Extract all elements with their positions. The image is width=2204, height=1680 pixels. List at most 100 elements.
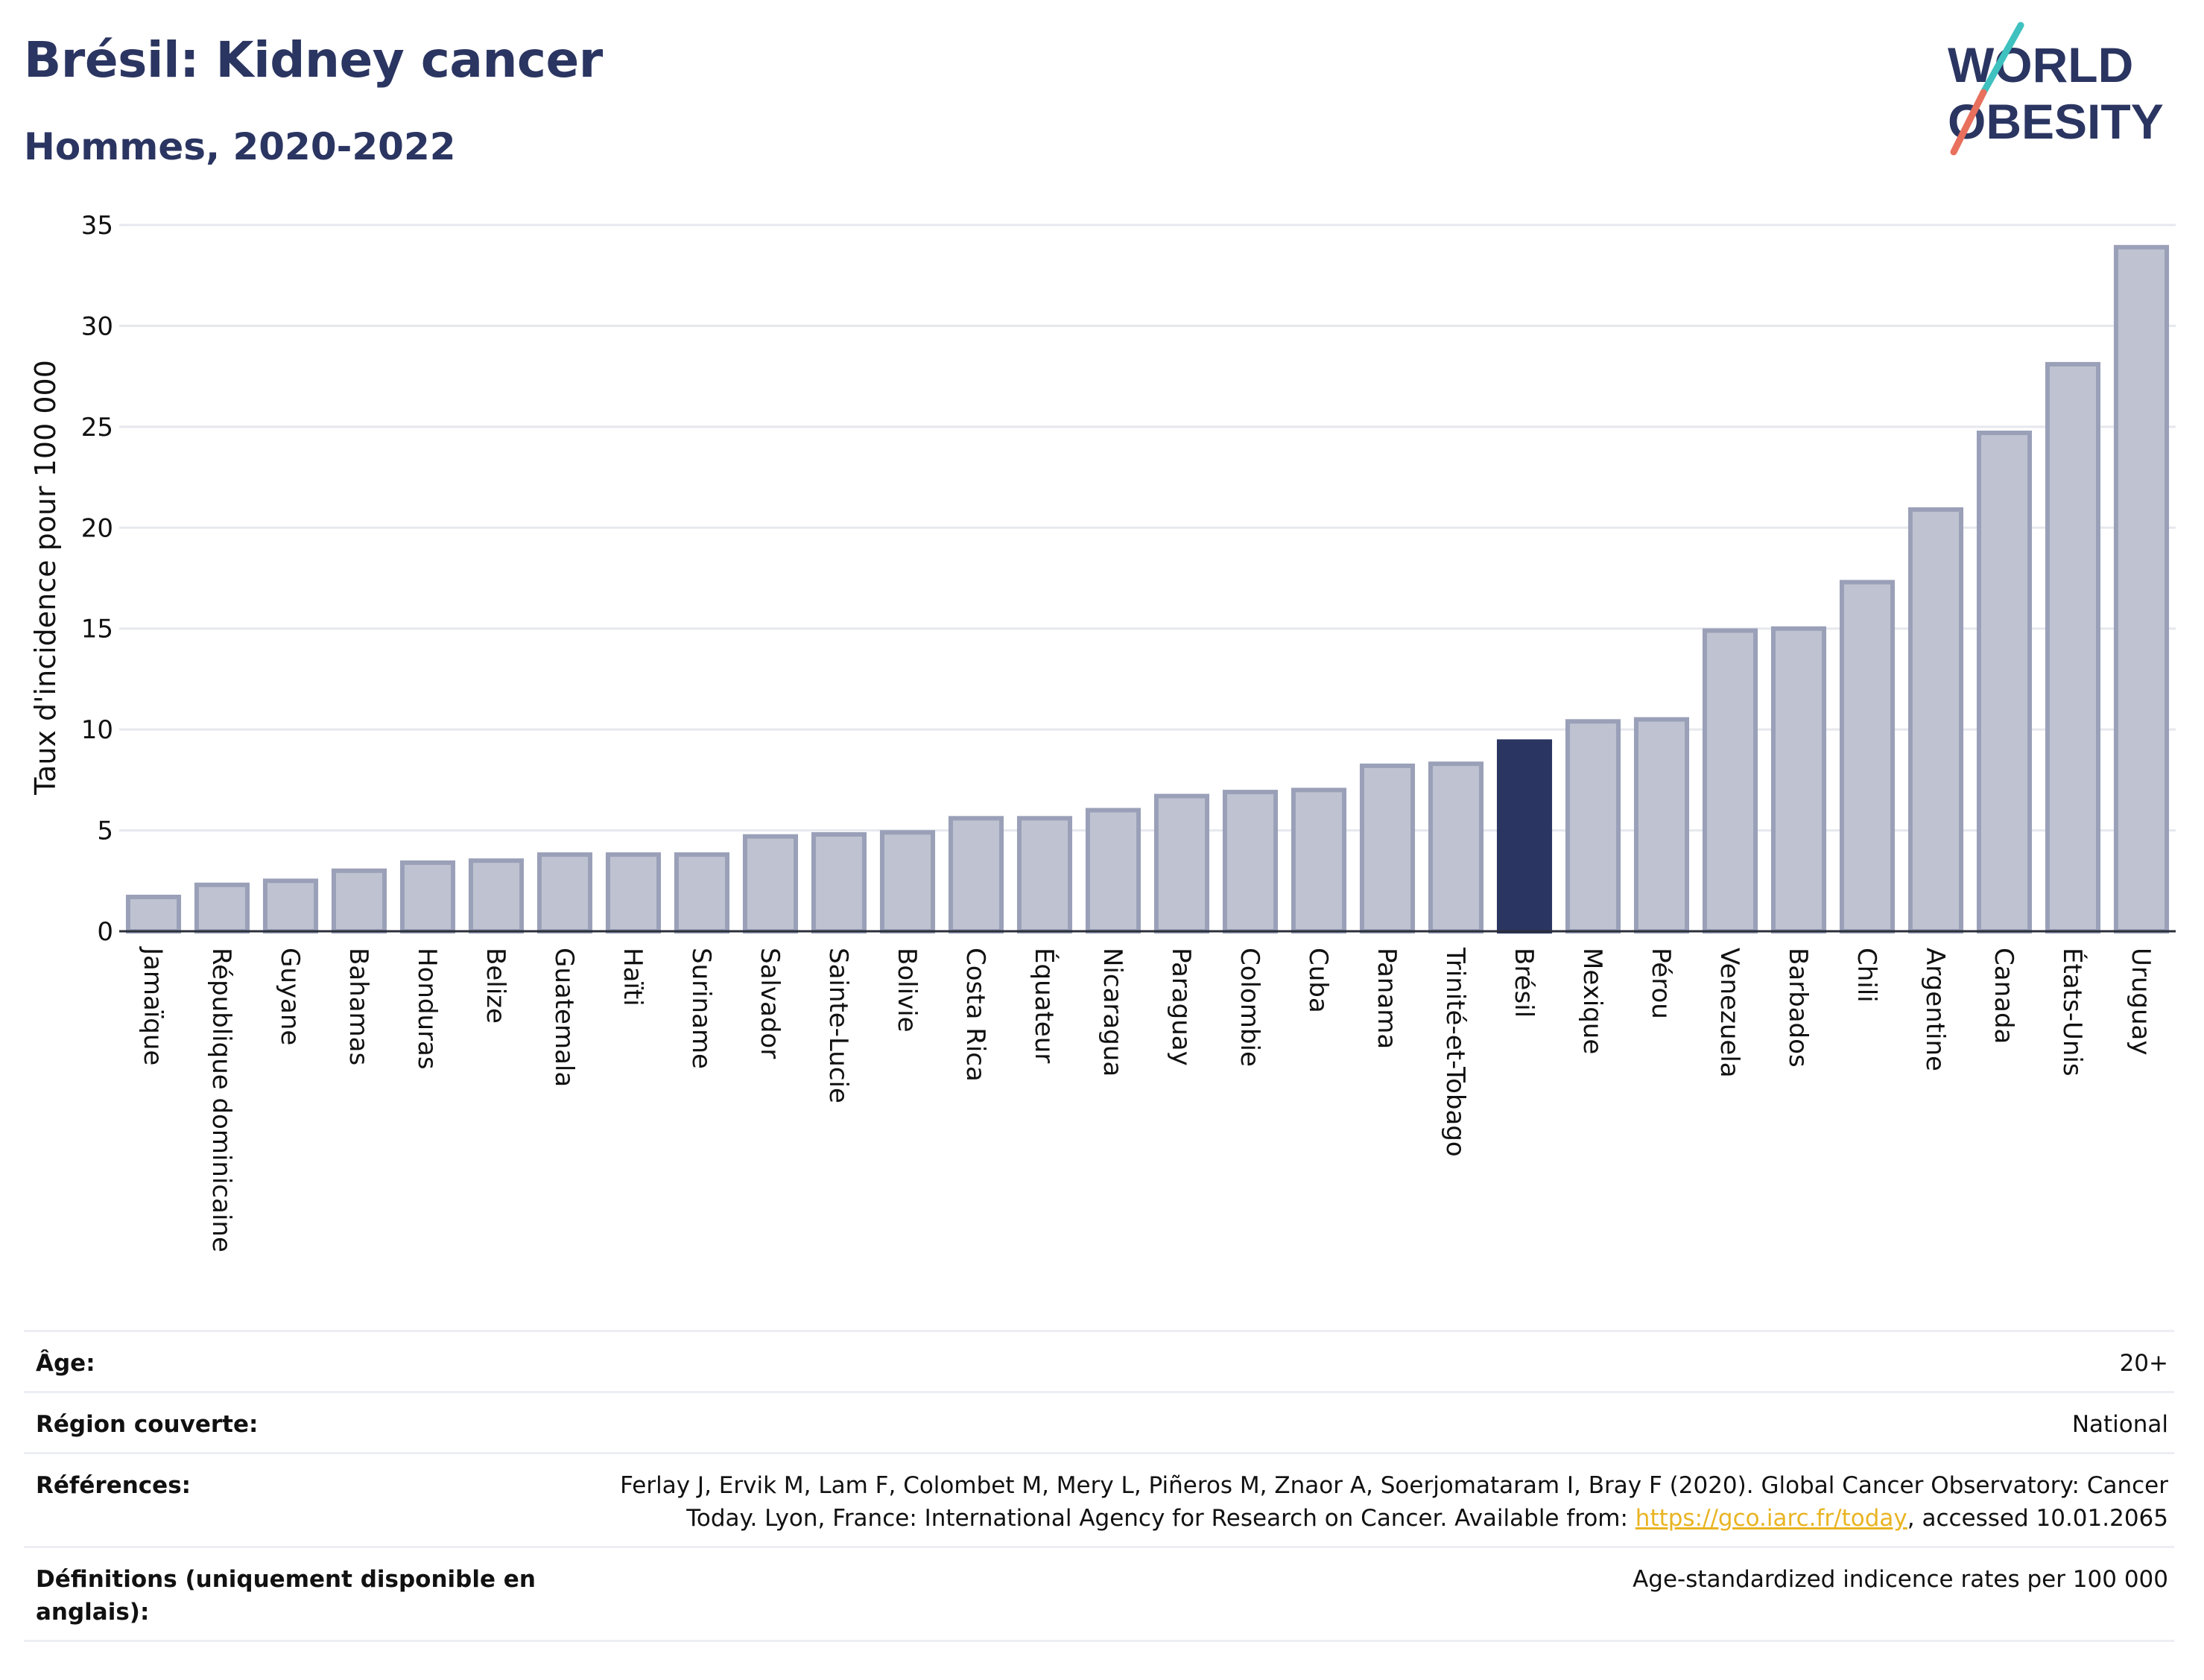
bar — [262, 878, 319, 934]
bar — [879, 830, 936, 934]
bar — [536, 852, 593, 934]
bar — [605, 852, 662, 934]
region-label: Région couverte: — [36, 1411, 259, 1438]
age-value: 20+ — [2119, 1350, 2168, 1377]
chart-bars — [125, 244, 2170, 934]
x-tick-label: Équateur — [1029, 948, 1060, 1063]
bar — [1085, 808, 1141, 933]
bar — [1565, 719, 1621, 934]
x-tick-label: Salvador — [755, 948, 785, 1059]
bar — [1770, 626, 1827, 933]
bar-highlight — [1496, 739, 1553, 933]
references-link[interactable]: https://gco.iarc.fr/today — [1635, 1505, 1907, 1532]
references-value: Ferlay J, Ervik M, Lam F, Colombet M, Me… — [620, 1469, 2168, 1535]
x-tick-label: Panama — [1372, 948, 1402, 1049]
references-line2-post: , accessed 10.01.2065 — [1907, 1505, 2168, 1532]
region-value: National — [2071, 1411, 2168, 1438]
bar — [1359, 763, 1416, 933]
x-tick-label: Canada — [1989, 948, 2018, 1044]
x-tick-label: Jamaïque — [138, 946, 168, 1065]
bar — [1907, 507, 1964, 933]
y-tick-label: 35 — [81, 211, 113, 241]
bar-chart: 0 5 10 15 20 25 30 35 Jamaïque République domini… — [29, 211, 2176, 1252]
bar — [399, 860, 456, 933]
metadata-table: Âge: 20+ Région couverte: National Référ… — [24, 1330, 2174, 1643]
references-line2: Today. Lyon, France: International Agenc… — [620, 1502, 2168, 1535]
definitions-label: Définitions (uniquement disponible en an… — [36, 1563, 536, 1629]
x-tick-label: Bahamas — [343, 948, 373, 1065]
meta-row-references: Références: Ferlay J, Ervik M, Lam F, Co… — [24, 1452, 2174, 1548]
logo-line2: OBESITY — [1948, 94, 2164, 149]
x-tick-label: Colombie — [1235, 948, 1264, 1067]
x-tick-label: Mexique — [1577, 948, 1607, 1054]
x-axis-labels: Jamaïque République dominicaine Guyane Baha… — [138, 946, 2156, 1252]
y-tick-label: 25 — [81, 413, 113, 443]
y-tick-label: 10 — [81, 715, 113, 745]
x-tick-label: Paraguay — [1166, 948, 1196, 1066]
bar — [1839, 580, 1896, 933]
bar — [1291, 787, 1347, 934]
references-label: Références: — [36, 1472, 191, 1499]
x-tick-label: Guatemala — [549, 948, 579, 1087]
meta-row-region: Région couverte: National — [24, 1391, 2174, 1454]
x-tick-label: République dominicaine — [206, 948, 236, 1252]
bar — [2045, 361, 2101, 933]
bar — [1016, 816, 1073, 933]
y-tick-label: 20 — [81, 513, 113, 543]
x-tick-label: Chili — [1852, 948, 1881, 1003]
x-tick-label: Honduras — [412, 948, 442, 1070]
x-tick-label: Haïti — [618, 948, 647, 1007]
bar — [125, 894, 182, 934]
x-tick-label: Belize — [481, 948, 510, 1024]
x-tick-label: Pérou — [1646, 948, 1676, 1019]
bar — [194, 882, 250, 934]
x-tick-label: Cuba — [1303, 948, 1333, 1013]
bar — [1222, 790, 1279, 933]
x-tick-label: Uruguay — [2126, 948, 2156, 1056]
meta-row-age: Âge: 20+ — [24, 1330, 2174, 1393]
definitions-label-line2: anglais): — [36, 1599, 150, 1626]
y-axis-ticks: 0 5 10 15 20 25 30 35 — [81, 211, 113, 947]
x-tick-label: Guyane — [275, 948, 305, 1045]
definitions-value: Age-standardized indicence rates per 100… — [1633, 1566, 2168, 1593]
definitions-label-line1: Définitions (uniquement disponible en — [36, 1566, 536, 1593]
bar — [1153, 793, 1210, 934]
x-tick-label: Costa Rica — [960, 948, 990, 1082]
bar — [1633, 717, 1690, 933]
y-tick-label: 15 — [81, 615, 113, 644]
age-label: Âge: — [36, 1350, 95, 1377]
x-tick-label: États-Unis — [2057, 948, 2088, 1077]
x-tick-label: Bolivie — [892, 948, 922, 1033]
references-line1: Ferlay J, Ervik M, Lam F, Colombet M, Me… — [620, 1472, 2168, 1499]
page-subtitle: Hommes, 2020-2022 — [24, 125, 456, 168]
bar — [1976, 430, 2033, 933]
bar — [742, 834, 799, 933]
bar — [1702, 628, 1758, 933]
y-tick-label: 0 — [97, 917, 113, 947]
logo-line1: WORLD — [1948, 37, 2133, 92]
meta-row-end — [24, 1640, 2174, 1643]
bar — [1428, 761, 1484, 934]
y-tick-label: 30 — [81, 311, 113, 341]
y-tick-label: 5 — [97, 817, 113, 846]
bar — [468, 858, 525, 933]
y-axis-label: Taux d'incidence pour 100 000 — [29, 360, 62, 796]
x-tick-label: Venezuela — [1714, 948, 1744, 1078]
page-title: Brésil: Kidney cancer — [24, 31, 603, 89]
chart-grid — [119, 224, 2176, 832]
meta-row-definitions: Définitions (uniquement disponible en an… — [24, 1546, 2174, 1642]
bar — [811, 831, 867, 933]
references-line2-pre: Today. Lyon, France: International Agenc… — [686, 1505, 1635, 1532]
x-tick-label: Nicaragua — [1098, 948, 1127, 1077]
x-tick-label: Trinité-et-Tobago — [1440, 947, 1470, 1157]
x-tick-label: Sainte-Lucie — [823, 948, 853, 1103]
bar — [2113, 244, 2170, 933]
world-obesity-logo: WORLD OBESITY — [1948, 22, 2164, 156]
bar — [948, 816, 1004, 933]
bar — [674, 852, 730, 934]
x-tick-label: Barbados — [1783, 948, 1813, 1068]
x-tick-label: Brésil — [1509, 948, 1539, 1018]
x-tick-label: Argentine — [1920, 948, 1950, 1071]
x-tick-label: Suriname — [686, 948, 716, 1069]
bar — [331, 868, 387, 933]
